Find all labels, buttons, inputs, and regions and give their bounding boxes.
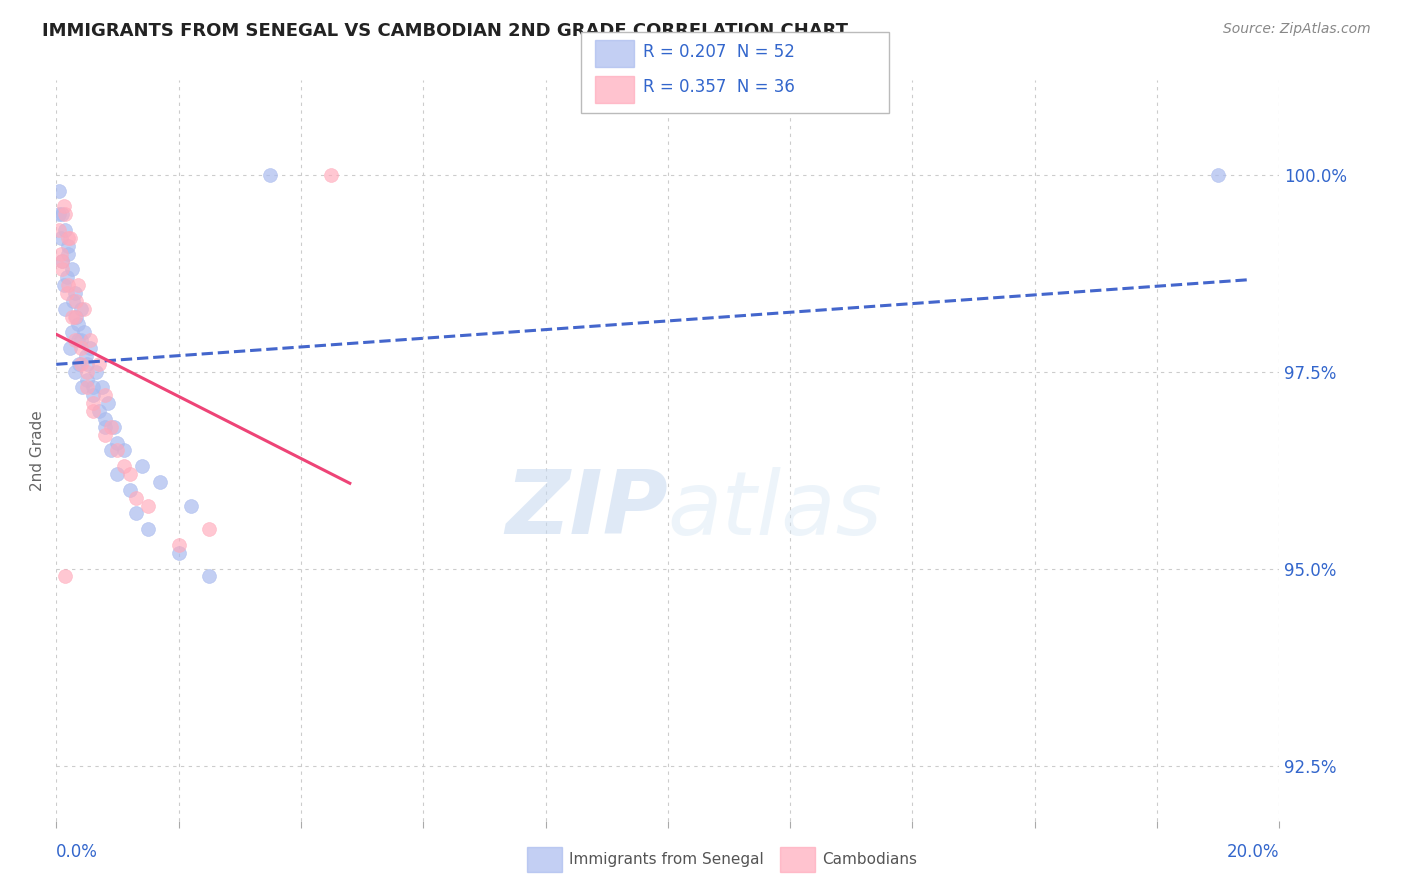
Text: ZIP: ZIP [505, 467, 668, 553]
Point [69, 357, 91, 371]
Point [94, 412, 117, 426]
Point [65, 310, 87, 324]
Point [58, 238, 80, 252]
Point [70, 380, 93, 394]
Point [149, 475, 172, 489]
Point [56, 270, 79, 285]
Point [1206, 168, 1229, 182]
Text: Cambodians: Cambodians [823, 853, 918, 867]
Point [48, 207, 70, 221]
Point [55, 569, 77, 583]
Point [94, 388, 117, 402]
Point [180, 499, 202, 513]
Point [49, 246, 72, 260]
Point [49, 231, 72, 245]
Point [118, 467, 141, 481]
Point [84, 365, 107, 379]
Point [82, 396, 104, 410]
Point [73, 326, 96, 340]
Point [125, 491, 148, 505]
Point [167, 546, 190, 560]
Point [100, 420, 122, 434]
Point [87, 404, 110, 418]
Point [60, 326, 83, 340]
Point [60, 262, 83, 277]
Text: 20.0%: 20.0% [1227, 843, 1279, 861]
Point [63, 310, 86, 324]
Point [87, 357, 110, 371]
Point [107, 435, 129, 450]
Point [107, 443, 129, 458]
Point [125, 507, 148, 521]
Point [112, 443, 135, 458]
Point [66, 278, 89, 293]
Point [76, 365, 98, 379]
Point [82, 404, 104, 418]
Point [136, 499, 159, 513]
Point [75, 349, 97, 363]
Point [56, 285, 79, 300]
Text: R = 0.357  N = 36: R = 0.357 N = 36 [643, 78, 794, 95]
Point [55, 301, 77, 316]
Text: atlas: atlas [668, 467, 883, 553]
Point [198, 522, 221, 536]
Point [259, 168, 281, 182]
Point [59, 231, 82, 245]
Point [63, 333, 86, 347]
Point [76, 357, 98, 371]
Point [94, 427, 117, 442]
Point [59, 341, 82, 355]
Point [51, 254, 73, 268]
Point [79, 341, 101, 355]
Point [82, 380, 104, 394]
Point [198, 569, 221, 583]
Point [51, 254, 73, 268]
Point [48, 223, 70, 237]
Point [82, 388, 104, 402]
Text: R = 0.207  N = 52: R = 0.207 N = 52 [643, 43, 794, 61]
Point [63, 365, 86, 379]
Text: IMMIGRANTS FROM SENEGAL VS CAMBODIAN 2ND GRADE CORRELATION CHART: IMMIGRANTS FROM SENEGAL VS CAMBODIAN 2ND… [42, 22, 848, 40]
Point [52, 199, 75, 213]
Point [69, 357, 91, 371]
Point [58, 278, 80, 293]
Y-axis label: 2nd Grade: 2nd Grade [30, 410, 45, 491]
Point [69, 341, 91, 355]
Point [97, 396, 120, 410]
Point [55, 207, 77, 221]
Point [107, 467, 129, 481]
Point [103, 420, 125, 434]
Point [118, 483, 141, 497]
Point [48, 184, 70, 198]
Point [76, 373, 98, 387]
Point [66, 318, 89, 332]
Point [91, 380, 114, 394]
Point [58, 246, 80, 260]
Point [69, 333, 91, 347]
Point [62, 293, 84, 308]
Point [79, 333, 101, 347]
Point [66, 333, 89, 347]
Text: Source: ZipAtlas.com: Source: ZipAtlas.com [1223, 22, 1371, 37]
Point [58, 231, 80, 245]
Point [51, 262, 73, 277]
Point [94, 420, 117, 434]
Point [100, 443, 122, 458]
Point [131, 459, 153, 474]
Point [65, 293, 87, 308]
Point [60, 310, 83, 324]
Point [52, 278, 75, 293]
Point [321, 168, 343, 182]
Point [55, 223, 77, 237]
Point [136, 522, 159, 536]
Point [76, 380, 98, 394]
Text: 0.0%: 0.0% [56, 843, 98, 861]
Point [69, 301, 91, 316]
Point [73, 301, 96, 316]
Text: Immigrants from Senegal: Immigrants from Senegal [569, 853, 765, 867]
Point [51, 207, 73, 221]
Point [167, 538, 190, 552]
Point [63, 285, 86, 300]
Point [112, 459, 135, 474]
